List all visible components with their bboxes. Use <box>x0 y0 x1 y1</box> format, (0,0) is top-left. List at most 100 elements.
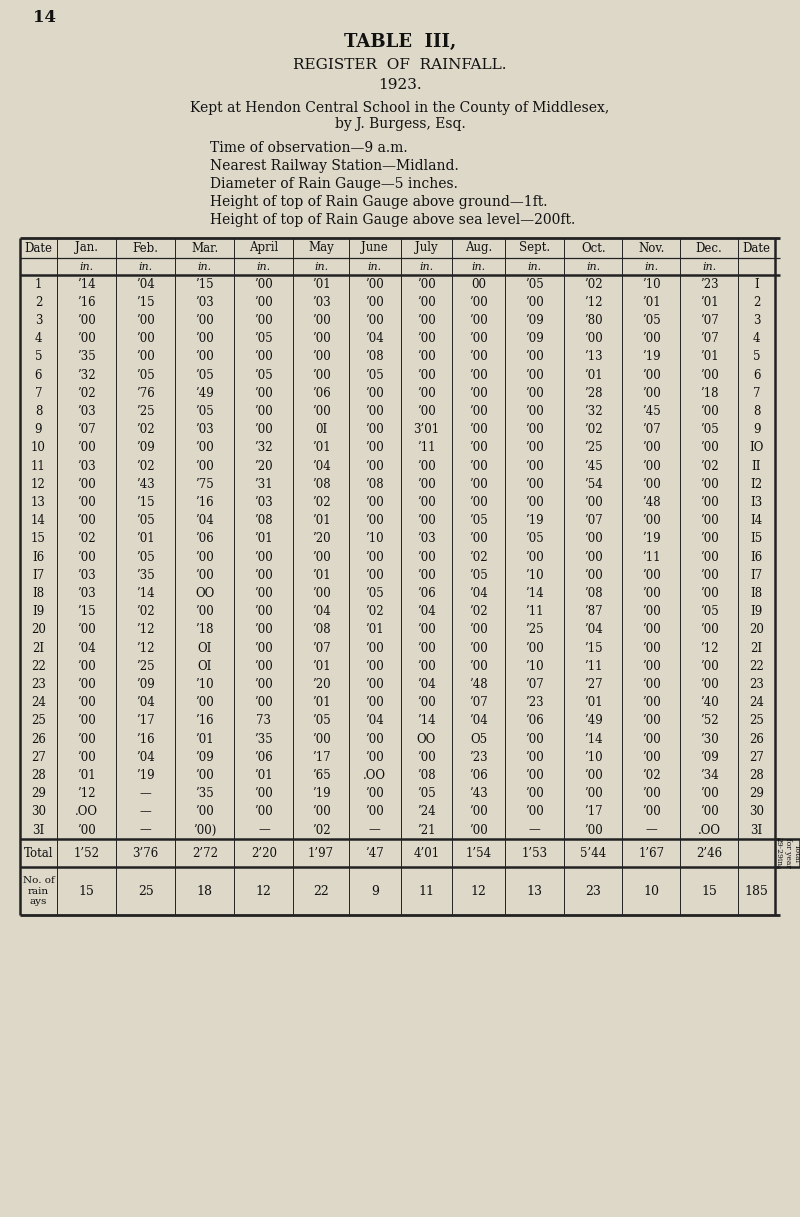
Text: Sept.: Sept. <box>519 241 550 254</box>
Text: ’12: ’12 <box>136 623 155 636</box>
Text: 24: 24 <box>31 696 46 710</box>
Text: ’00: ’00 <box>642 387 661 400</box>
Text: 0I: 0I <box>315 424 327 436</box>
Text: I6: I6 <box>750 550 762 563</box>
Text: ’14: ’14 <box>526 587 544 600</box>
Text: 1’97: 1’97 <box>308 847 334 859</box>
Text: in.: in. <box>79 262 94 271</box>
Text: IO: IO <box>750 442 764 454</box>
Text: ’19: ’19 <box>642 532 661 545</box>
Text: I9: I9 <box>750 605 762 618</box>
Text: 12: 12 <box>31 478 46 490</box>
Text: April: April <box>250 241 278 254</box>
Text: ’14: ’14 <box>136 587 155 600</box>
Text: ’01: ’01 <box>312 277 330 291</box>
Text: ’00: ’00 <box>470 532 488 545</box>
Text: ’00: ’00 <box>642 787 661 801</box>
Text: ’05: ’05 <box>700 605 718 618</box>
Text: 9: 9 <box>370 885 378 898</box>
Text: ’00: ’00 <box>417 515 436 527</box>
Text: 2I: 2I <box>33 641 45 655</box>
Text: ’00: ’00 <box>470 460 488 472</box>
Text: ’32: ’32 <box>584 405 602 417</box>
Text: ’05: ’05 <box>366 369 384 382</box>
Text: ’09: ’09 <box>526 332 544 346</box>
Text: ’00: ’00 <box>195 314 214 327</box>
Text: ’80: ’80 <box>584 314 602 327</box>
Text: ’00: ’00 <box>366 424 384 436</box>
Text: ’09: ’09 <box>136 442 155 454</box>
Text: ’00: ’00 <box>470 350 488 364</box>
Text: REGISTER  OF  RAINFALL.: REGISTER OF RAINFALL. <box>294 58 506 72</box>
Text: 1’67: 1’67 <box>638 847 664 859</box>
Text: ’02: ’02 <box>642 769 661 783</box>
Text: ’00: ’00 <box>700 497 718 509</box>
Text: ’04: ’04 <box>312 460 330 472</box>
Text: ’05: ’05 <box>195 369 214 382</box>
Text: 5: 5 <box>753 350 760 364</box>
Text: 22: 22 <box>314 885 329 898</box>
Text: ’00: ’00 <box>584 568 602 582</box>
Text: ’00: ’00 <box>417 696 436 710</box>
Text: 3’76: 3’76 <box>133 847 158 859</box>
Text: 28: 28 <box>749 769 764 783</box>
Text: I7: I7 <box>750 568 762 582</box>
Text: in.: in. <box>586 262 600 271</box>
Text: ’00: ’00 <box>526 769 544 783</box>
Text: I8: I8 <box>33 587 45 600</box>
Text: ’00: ’00 <box>470 824 488 836</box>
Text: ’07: ’07 <box>526 678 544 691</box>
Text: ’00: ’00 <box>312 405 330 417</box>
Text: ’00: ’00 <box>77 314 96 327</box>
Text: ’05: ’05 <box>312 714 330 728</box>
Text: ’01: ’01 <box>584 369 602 382</box>
Text: ’23: ’23 <box>700 277 718 291</box>
Text: I3: I3 <box>750 497 762 509</box>
Text: ’00: ’00 <box>526 641 544 655</box>
Text: in.: in. <box>419 262 434 271</box>
Text: ’04: ’04 <box>195 515 214 527</box>
Text: ’00: ’00 <box>77 515 96 527</box>
Text: 2I: 2I <box>750 641 762 655</box>
Text: 3: 3 <box>753 314 760 327</box>
Text: 11: 11 <box>418 885 434 898</box>
Text: 3I: 3I <box>750 824 762 836</box>
Text: Total
for year
29·29in.: Total for year 29·29in. <box>774 837 800 869</box>
Text: ’32: ’32 <box>254 442 273 454</box>
Text: ’04: ’04 <box>366 332 384 346</box>
Text: ’00: ’00 <box>195 696 214 710</box>
Text: Oct.: Oct. <box>581 241 606 254</box>
Text: ’19: ’19 <box>642 350 661 364</box>
Text: ’48: ’48 <box>642 497 661 509</box>
Text: 14: 14 <box>33 10 56 27</box>
Text: ’14: ’14 <box>417 714 436 728</box>
Text: ’00: ’00 <box>642 442 661 454</box>
Text: ’15: ’15 <box>584 641 602 655</box>
Text: ’00: ’00 <box>584 769 602 783</box>
Text: ’10: ’10 <box>526 660 544 673</box>
Text: ’00: ’00 <box>366 387 384 400</box>
Text: ’05: ’05 <box>136 369 155 382</box>
Text: ’21: ’21 <box>417 824 436 836</box>
Text: ’00: ’00 <box>77 478 96 490</box>
Text: ’00: ’00 <box>195 806 214 818</box>
Text: ’10: ’10 <box>584 751 602 764</box>
Text: ’06: ’06 <box>312 387 330 400</box>
Text: ’40: ’40 <box>700 696 718 710</box>
Text: ’08: ’08 <box>584 587 602 600</box>
Text: ’05: ’05 <box>470 568 488 582</box>
Text: ’00: ’00 <box>77 696 96 710</box>
Text: ’00: ’00 <box>254 641 274 655</box>
Text: ’06: ’06 <box>195 532 214 545</box>
Text: ’00: ’00 <box>136 350 155 364</box>
Text: ’02: ’02 <box>312 824 330 836</box>
Text: Diameter of Rain Gauge—5 inches.: Diameter of Rain Gauge—5 inches. <box>210 176 458 191</box>
Text: OO: OO <box>195 587 214 600</box>
Text: 30: 30 <box>749 806 764 818</box>
Text: 20: 20 <box>31 623 46 636</box>
Text: 25: 25 <box>749 714 764 728</box>
Text: ’00: ’00 <box>700 478 718 490</box>
Text: ’17: ’17 <box>584 806 602 818</box>
Text: ’02: ’02 <box>136 460 155 472</box>
Text: ’06: ’06 <box>417 587 436 600</box>
